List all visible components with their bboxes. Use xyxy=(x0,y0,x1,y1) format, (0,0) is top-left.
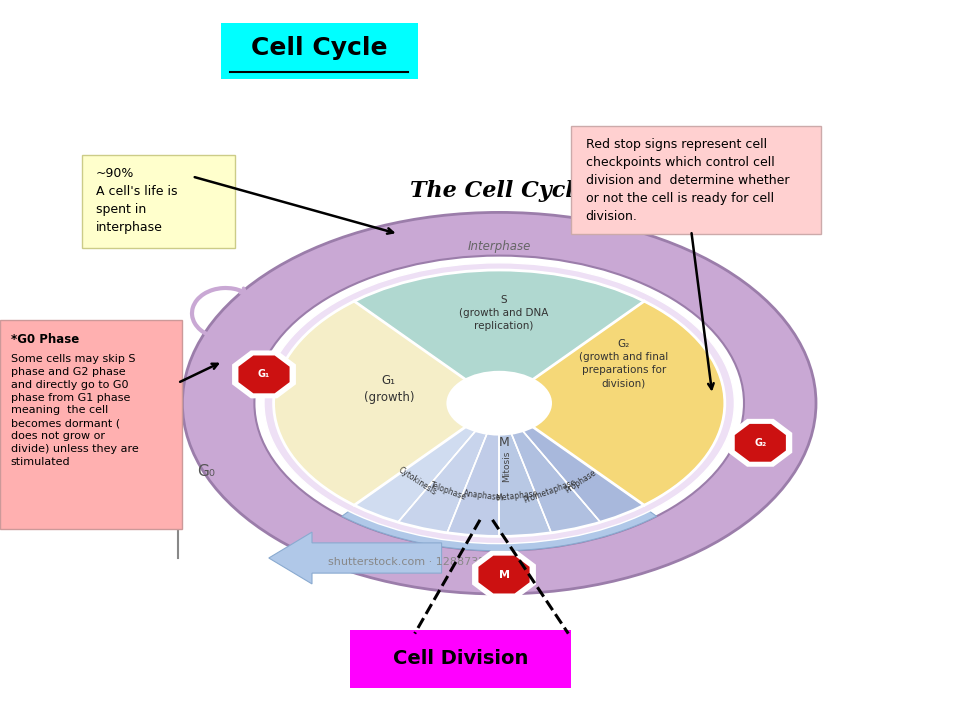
Text: M: M xyxy=(498,570,510,580)
FancyBboxPatch shape xyxy=(0,320,182,529)
Polygon shape xyxy=(342,494,657,551)
Polygon shape xyxy=(499,301,725,505)
Text: Prometaphase: Prometaphase xyxy=(522,477,578,505)
Text: S
(growth and DNA
replication): S (growth and DNA replication) xyxy=(459,295,549,331)
Text: G₁
(growth): G₁ (growth) xyxy=(364,374,414,404)
Text: Telophase: Telophase xyxy=(429,480,468,502)
Text: G₂: G₂ xyxy=(755,438,766,448)
Text: G₂
(growth and final
preparations for
division): G₂ (growth and final preparations for di… xyxy=(580,339,668,388)
Polygon shape xyxy=(354,270,644,403)
Text: Some cells may skip S
phase and G2 phase
and directly go to G0
phase from G1 pha: Some cells may skip S phase and G2 phase… xyxy=(11,354,138,467)
Polygon shape xyxy=(477,554,531,595)
FancyArrow shape xyxy=(269,532,442,584)
Ellipse shape xyxy=(446,371,552,436)
Text: Cytokinesis: Cytokinesis xyxy=(396,466,439,498)
Text: The Cell Cycle: The Cell Cycle xyxy=(410,180,588,202)
Text: Mitosis: Mitosis xyxy=(502,451,512,482)
FancyBboxPatch shape xyxy=(350,630,571,688)
Ellipse shape xyxy=(264,263,734,544)
Polygon shape xyxy=(733,423,787,463)
FancyBboxPatch shape xyxy=(571,126,821,234)
Polygon shape xyxy=(237,354,291,395)
Polygon shape xyxy=(499,403,600,533)
Text: Metaphase: Metaphase xyxy=(495,490,538,503)
Ellipse shape xyxy=(254,256,744,551)
Polygon shape xyxy=(499,403,644,522)
Polygon shape xyxy=(274,301,499,505)
Polygon shape xyxy=(232,351,296,398)
Text: Prophase: Prophase xyxy=(564,468,598,495)
FancyBboxPatch shape xyxy=(221,23,418,79)
Text: G₀: G₀ xyxy=(198,464,215,479)
FancyBboxPatch shape xyxy=(82,155,235,248)
Text: shutterstock.com · 1288735681: shutterstock.com · 1288735681 xyxy=(328,557,507,567)
Text: ~90%
A cell's life is
spent in
interphase: ~90% A cell's life is spent in interphas… xyxy=(96,167,178,234)
Text: M: M xyxy=(498,436,510,449)
Text: Cell Cycle: Cell Cycle xyxy=(251,35,388,60)
Polygon shape xyxy=(398,403,499,533)
Polygon shape xyxy=(354,403,499,522)
Polygon shape xyxy=(499,403,551,536)
Text: Anaphase: Anaphase xyxy=(463,490,501,503)
Polygon shape xyxy=(447,403,499,536)
Text: Red stop signs represent cell
checkpoints which control cell
division and  deter: Red stop signs represent cell checkpoint… xyxy=(586,138,789,223)
Text: Interphase: Interphase xyxy=(468,240,531,253)
Text: G₁: G₁ xyxy=(258,369,270,379)
Text: *G0 Phase: *G0 Phase xyxy=(11,333,79,346)
Polygon shape xyxy=(472,551,536,598)
Ellipse shape xyxy=(182,212,816,594)
Text: Cell Division: Cell Division xyxy=(393,649,529,668)
Polygon shape xyxy=(729,419,792,467)
